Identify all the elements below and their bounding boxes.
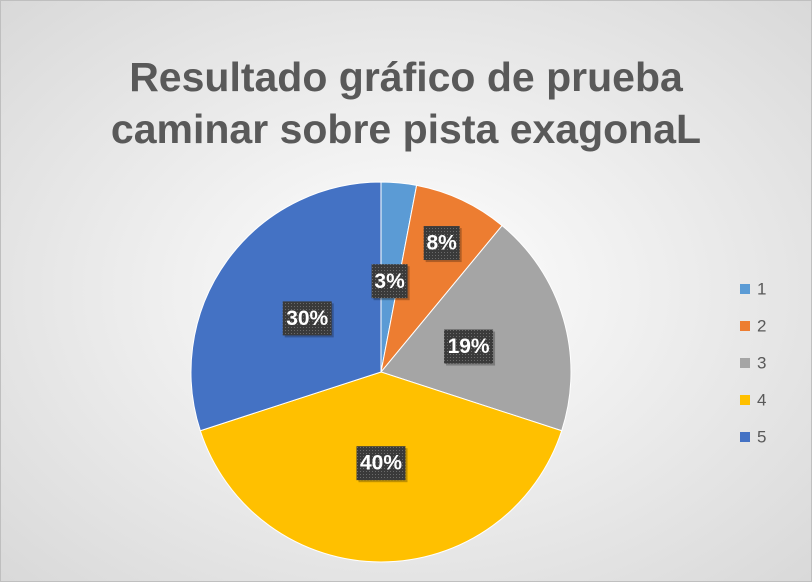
data-label-box — [356, 446, 406, 481]
legend-swatch — [740, 432, 750, 442]
data-label: 40% — [360, 452, 402, 475]
legend-label: 5 — [757, 427, 766, 446]
data-label: 30% — [286, 307, 328, 330]
legend-swatch — [740, 321, 750, 331]
chart-title: caminar sobre pista exagonaL — [111, 106, 701, 152]
pie-slice — [380, 224, 572, 432]
legend-swatch — [740, 395, 750, 405]
data-label: 19% — [448, 335, 490, 358]
data-label-box — [423, 226, 460, 261]
legend-label: 1 — [757, 279, 766, 298]
legend-label: 3 — [757, 353, 766, 372]
data-label-box — [371, 264, 408, 299]
data-label: 3% — [374, 270, 405, 293]
data-label-box — [282, 301, 332, 336]
legend-swatch — [740, 358, 750, 368]
legend-label: 2 — [757, 316, 766, 335]
pie-slice — [380, 184, 503, 373]
data-label: 8% — [426, 232, 457, 255]
legend-swatch — [740, 284, 750, 294]
chart-title: Resultado gráfico de prueba — [129, 54, 684, 100]
data-label-box — [444, 329, 494, 364]
legend-label: 4 — [757, 390, 766, 409]
